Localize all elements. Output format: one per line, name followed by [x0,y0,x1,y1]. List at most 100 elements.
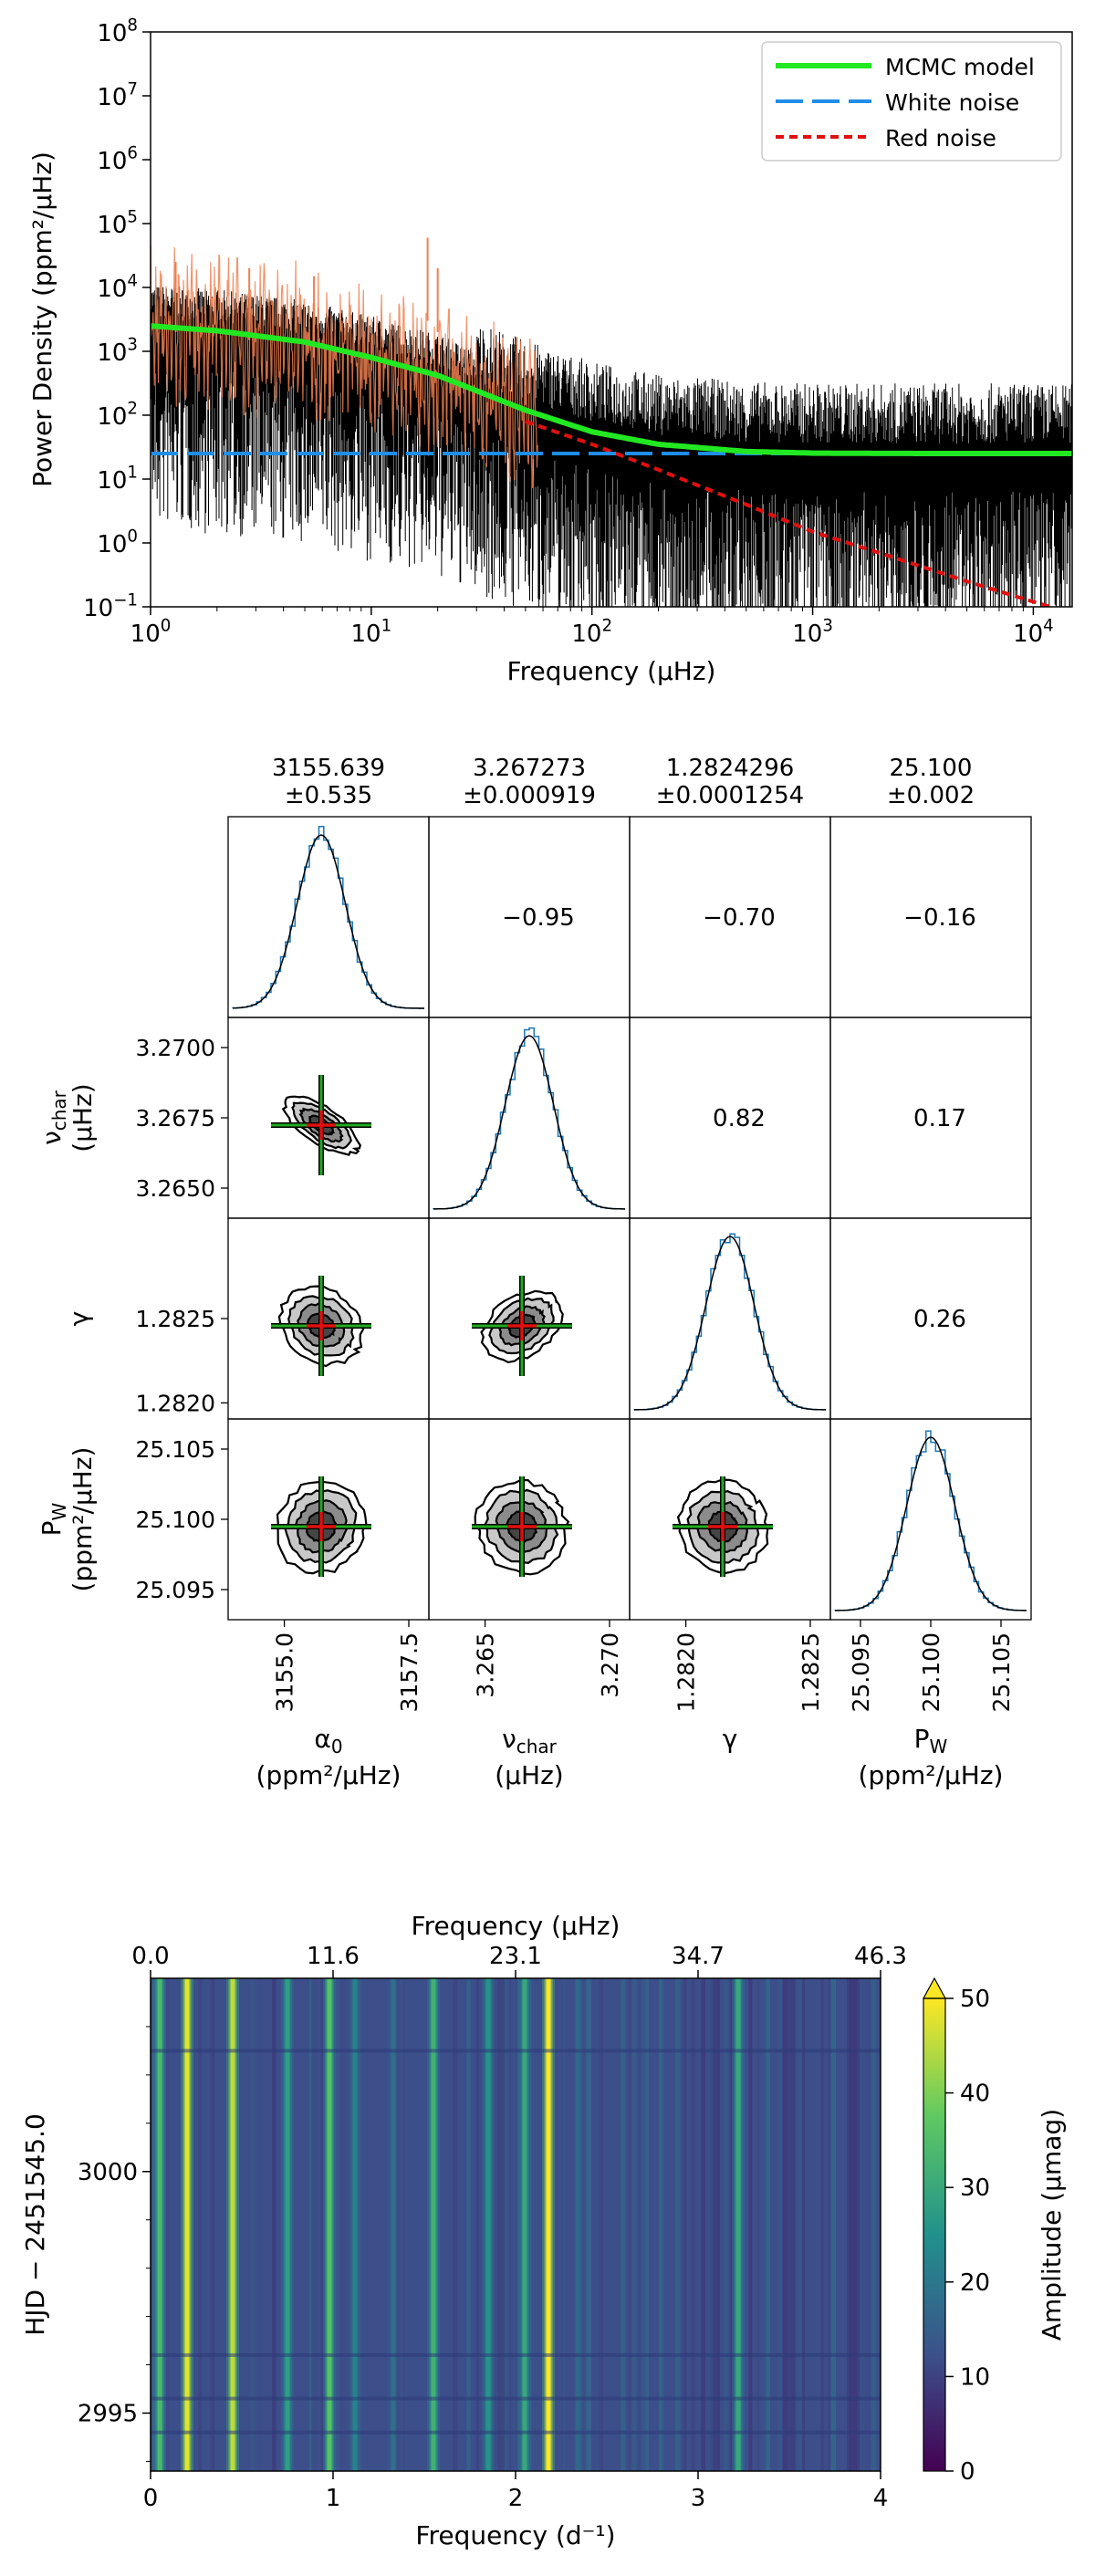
background-strip [659,1978,662,2471]
corner-x-tick-label: 3.270 [597,1632,623,1698]
background-strip [599,1978,604,2471]
x-tick-label: 101 [351,616,392,648]
background-strip [674,1978,681,2471]
amplitude-band [184,1978,190,2471]
background-strip [778,1978,782,2471]
bottom-x-tick-label: 4 [873,2485,889,2512]
param-title-value: 25.100 [890,755,973,782]
y-tick-label: 2995 [78,2400,138,2427]
colorbar-extend-arrow [922,1976,947,1999]
bottom-x-tick-label: 2 [508,2485,524,2512]
corner-x-tick-label: 3.265 [473,1632,499,1698]
background-strip [701,1978,706,2471]
amplitude-band [285,1978,290,2471]
legend: MCMC model White noise Red noise [761,41,1062,162]
background-strip [308,1978,312,2471]
background-strip [339,1978,345,2471]
x-tick-label: 103 [792,616,833,648]
param-title-error: ±0.535 [285,782,372,809]
background-strip [724,1978,729,2471]
corner-x-tick-label: 1.2820 [673,1632,700,1712]
top-x-axis-label: Frequency (μHz) [412,1911,620,1941]
corner-y-tick-label: 25.100 [136,1507,215,1533]
time-streak [151,2049,881,2053]
background-strip [763,1978,767,2471]
background-strip [151,1978,156,2471]
plot-frame [150,31,1073,608]
colorbar-label: Amplitude (μmag) [1037,2109,1067,2341]
amplitude-band [522,1978,527,2471]
time-streak [151,2430,881,2435]
corner-x-tick-label: 3157.5 [396,1632,422,1712]
background-strip [782,1978,787,2471]
x-axis-ticks: 100 101 102 103 104 [130,607,1054,648]
param-title-error: ±0.0001254 [656,782,804,809]
background-strip [647,1978,650,2471]
top-x-tick-label: 0.0 [131,1943,169,1970]
y-tick-label: 104 [97,271,138,303]
top-x-tick-label: 46.3 [854,1943,907,1970]
colorbar-tick-label: 0 [960,2458,975,2486]
background-strip [198,1978,203,2471]
background-strip [865,1978,871,2471]
y-tick-label: 106 [97,143,138,175]
background-strip [644,1978,649,2471]
corner-x-tick-label: 25.105 [988,1632,1015,1712]
background-strip [466,1978,471,2471]
corner-x-tick-label: 1.2825 [798,1632,824,1712]
background-strip [766,1978,770,2471]
marginal-fit-curve [433,1035,625,1210]
series-line-red-noise [525,419,1058,607]
background-strip [320,1978,325,2471]
amplitude-band [485,1978,491,2471]
background-strip [801,1978,806,2471]
x-tick-label: 104 [1013,616,1054,648]
amplitude-band [391,1978,396,2471]
background-strip [527,1978,533,2471]
corner-y-axis-unit: (ppm²/μHz) [68,1447,98,1592]
y-tick-label: 10−1 [83,590,138,622]
corner-y-tick-label: 1.2825 [136,1306,215,1332]
y-tick-label: 103 [97,335,138,367]
corner-y-axis-unit: (μHz) [68,1083,98,1152]
dynamic-spectrum-heatmap: 0 1 2 3 4 0.0 11.6 23.1 34.7 46.3 3000 2995 Frequen… [20,1911,1067,2550]
background-strip [335,1978,339,2471]
y-tick-label: 101 [97,463,138,495]
y-axis-ticks: 10−1 100 101 102 103 104 105 106 107 108 [83,16,151,622]
colorbar-tick-label: 40 [960,2081,990,2108]
corner-x-axis-unit: (ppm²/μHz) [256,1760,402,1790]
bottom-x-tick-label: 0 [143,2485,159,2512]
legend-label-red: Red noise [885,125,996,151]
series-line-mcmc-model [151,323,1072,456]
background-strip [730,1978,735,2471]
background-strip [400,1978,405,2471]
background-strip [257,1978,262,2471]
corner-y-tick-label: 3.2700 [136,1035,215,1061]
background-strip [504,1978,507,2471]
bottom-x-axis-label: Frequency (d⁻¹) [415,2520,615,2550]
corner-x-tick-label: 25.100 [918,1632,944,1712]
amplitude-band [850,1978,856,2471]
background-strip [272,1978,276,2471]
top-x-tick-label: 11.6 [307,1943,360,1970]
background-strip [502,1978,506,2471]
corner-y-axis-label: νchar [36,1090,70,1145]
param-title-error: ±0.002 [887,782,975,809]
correlation-value: −0.70 [703,904,776,932]
correlation-value: 0.82 [713,1105,766,1132]
top-x-tick-label: 23.1 [489,1943,542,1970]
background-strip [830,1978,837,2471]
corner-y-tick-label: 25.095 [136,1577,215,1603]
x-tick-label: 102 [571,616,612,648]
background-strip [710,1978,716,2471]
smoothed-spectrum [151,247,538,488]
param-title-value: 1.2824296 [666,755,795,782]
correlation-value: −0.95 [502,904,575,932]
colorbar-ticks: 0 10 20 30 40 50 [945,1986,990,2486]
amplitude-band [631,1978,637,2471]
corner-x-axis-unit: (μHz) [495,1760,563,1790]
corner-x-axis-label: PW [914,1724,948,1757]
colorbar: 0 10 20 30 40 50 Amplitude (μmag) [922,1976,1067,2486]
corner-y-axis-label: γ [64,1311,94,1327]
marginal-fit-curve [232,834,424,1009]
